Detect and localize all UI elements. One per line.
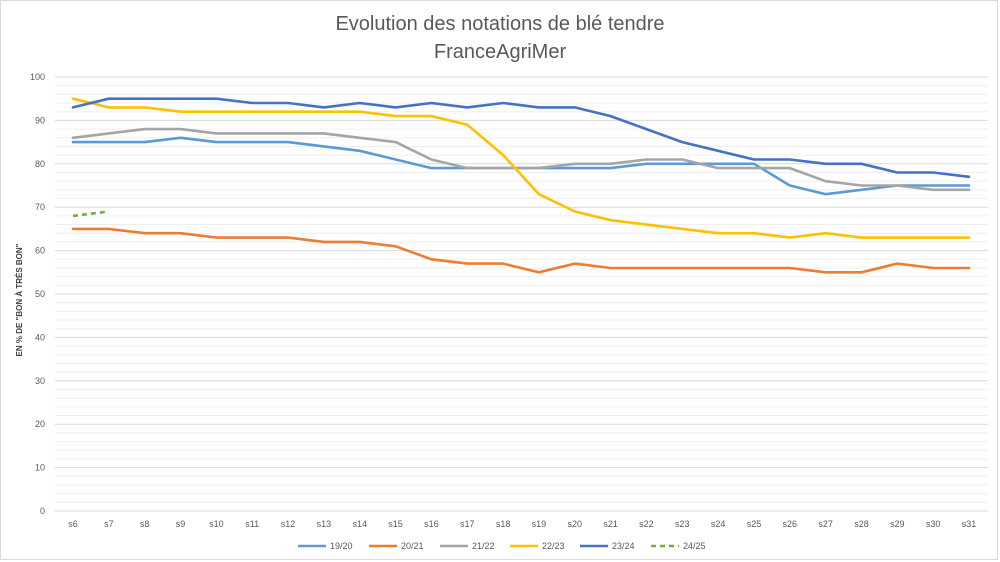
- y-axis-label: EN % DE "BON À TRÈS BON": [15, 243, 24, 356]
- x-tick-label: s6: [68, 519, 78, 529]
- x-tick-label: s11: [245, 519, 259, 529]
- y-tick-label: 40: [35, 332, 45, 342]
- series-line-20-21: [71, 227, 971, 274]
- y-tick-label: 60: [35, 246, 45, 256]
- series-lines: [71, 97, 971, 274]
- x-tick-label: s13: [317, 519, 332, 529]
- x-axis-ticks: s6 s7 s8 s9 s10 s11 s12 s13 s14 s15 s16 s17 s18 s19 s2…: [68, 519, 976, 529]
- x-tick-label: s19: [532, 519, 547, 529]
- x-tick-label: s22: [639, 519, 654, 529]
- legend-label: 19/20: [330, 541, 353, 551]
- x-tick-label: s30: [926, 519, 941, 529]
- y-tick-label: 50: [35, 289, 45, 299]
- legend-label: 21/22: [472, 541, 495, 551]
- x-tick-label: s12: [281, 519, 296, 529]
- y-tick-label: 90: [35, 115, 45, 125]
- y-tick-label: 30: [35, 376, 45, 386]
- x-tick-label: s14: [352, 519, 367, 529]
- x-tick-label: s15: [388, 519, 403, 529]
- x-tick-label: s20: [568, 519, 583, 529]
- y-tick-label: 100: [30, 72, 45, 82]
- legend-label: 23/24: [612, 541, 635, 551]
- series-line-24-25: [72, 210, 109, 218]
- gridlines: [55, 76, 988, 512]
- legend-label: 20/21: [401, 541, 424, 551]
- series-line-21-22: [71, 127, 971, 192]
- x-tick-label: s18: [496, 519, 511, 529]
- legend-label: 22/23: [542, 541, 565, 551]
- legend-label: 24/25: [683, 541, 706, 551]
- y-tick-label: 0: [40, 506, 45, 516]
- y-tick-label: 70: [35, 202, 45, 212]
- x-tick-label: s26: [783, 519, 798, 529]
- x-tick-label: s16: [424, 519, 439, 529]
- x-tick-label: s9: [176, 519, 186, 529]
- x-tick-label: s24: [711, 519, 726, 529]
- x-tick-label: s23: [675, 519, 690, 529]
- y-axis-ticks: 0 10 20 30 40 50 60 70 80 90 100: [30, 72, 45, 516]
- x-tick-label: s10: [209, 519, 224, 529]
- series-line-22-23: [71, 97, 971, 239]
- x-tick-label: s27: [818, 519, 833, 529]
- x-tick-label: s25: [747, 519, 762, 529]
- y-tick-label: 10: [35, 463, 45, 473]
- x-tick-label: s7: [104, 519, 114, 529]
- x-tick-label: s17: [460, 519, 475, 529]
- x-tick-label: s31: [962, 519, 977, 529]
- x-tick-label: s21: [603, 519, 618, 529]
- chart-title: Evolution des notations de blé tendre: [335, 13, 664, 35]
- x-tick-label: s29: [890, 519, 905, 529]
- x-tick-label: s28: [854, 519, 869, 529]
- legend: 19/20 20/21 21/22 22/23 23/24 24/25: [298, 541, 706, 551]
- series-line-23-24: [71, 97, 971, 179]
- y-tick-label: 20: [35, 419, 45, 429]
- chart-subtitle: FranceAgriMer: [434, 41, 567, 63]
- y-tick-label: 80: [35, 159, 45, 169]
- x-tick-label: s8: [140, 519, 150, 529]
